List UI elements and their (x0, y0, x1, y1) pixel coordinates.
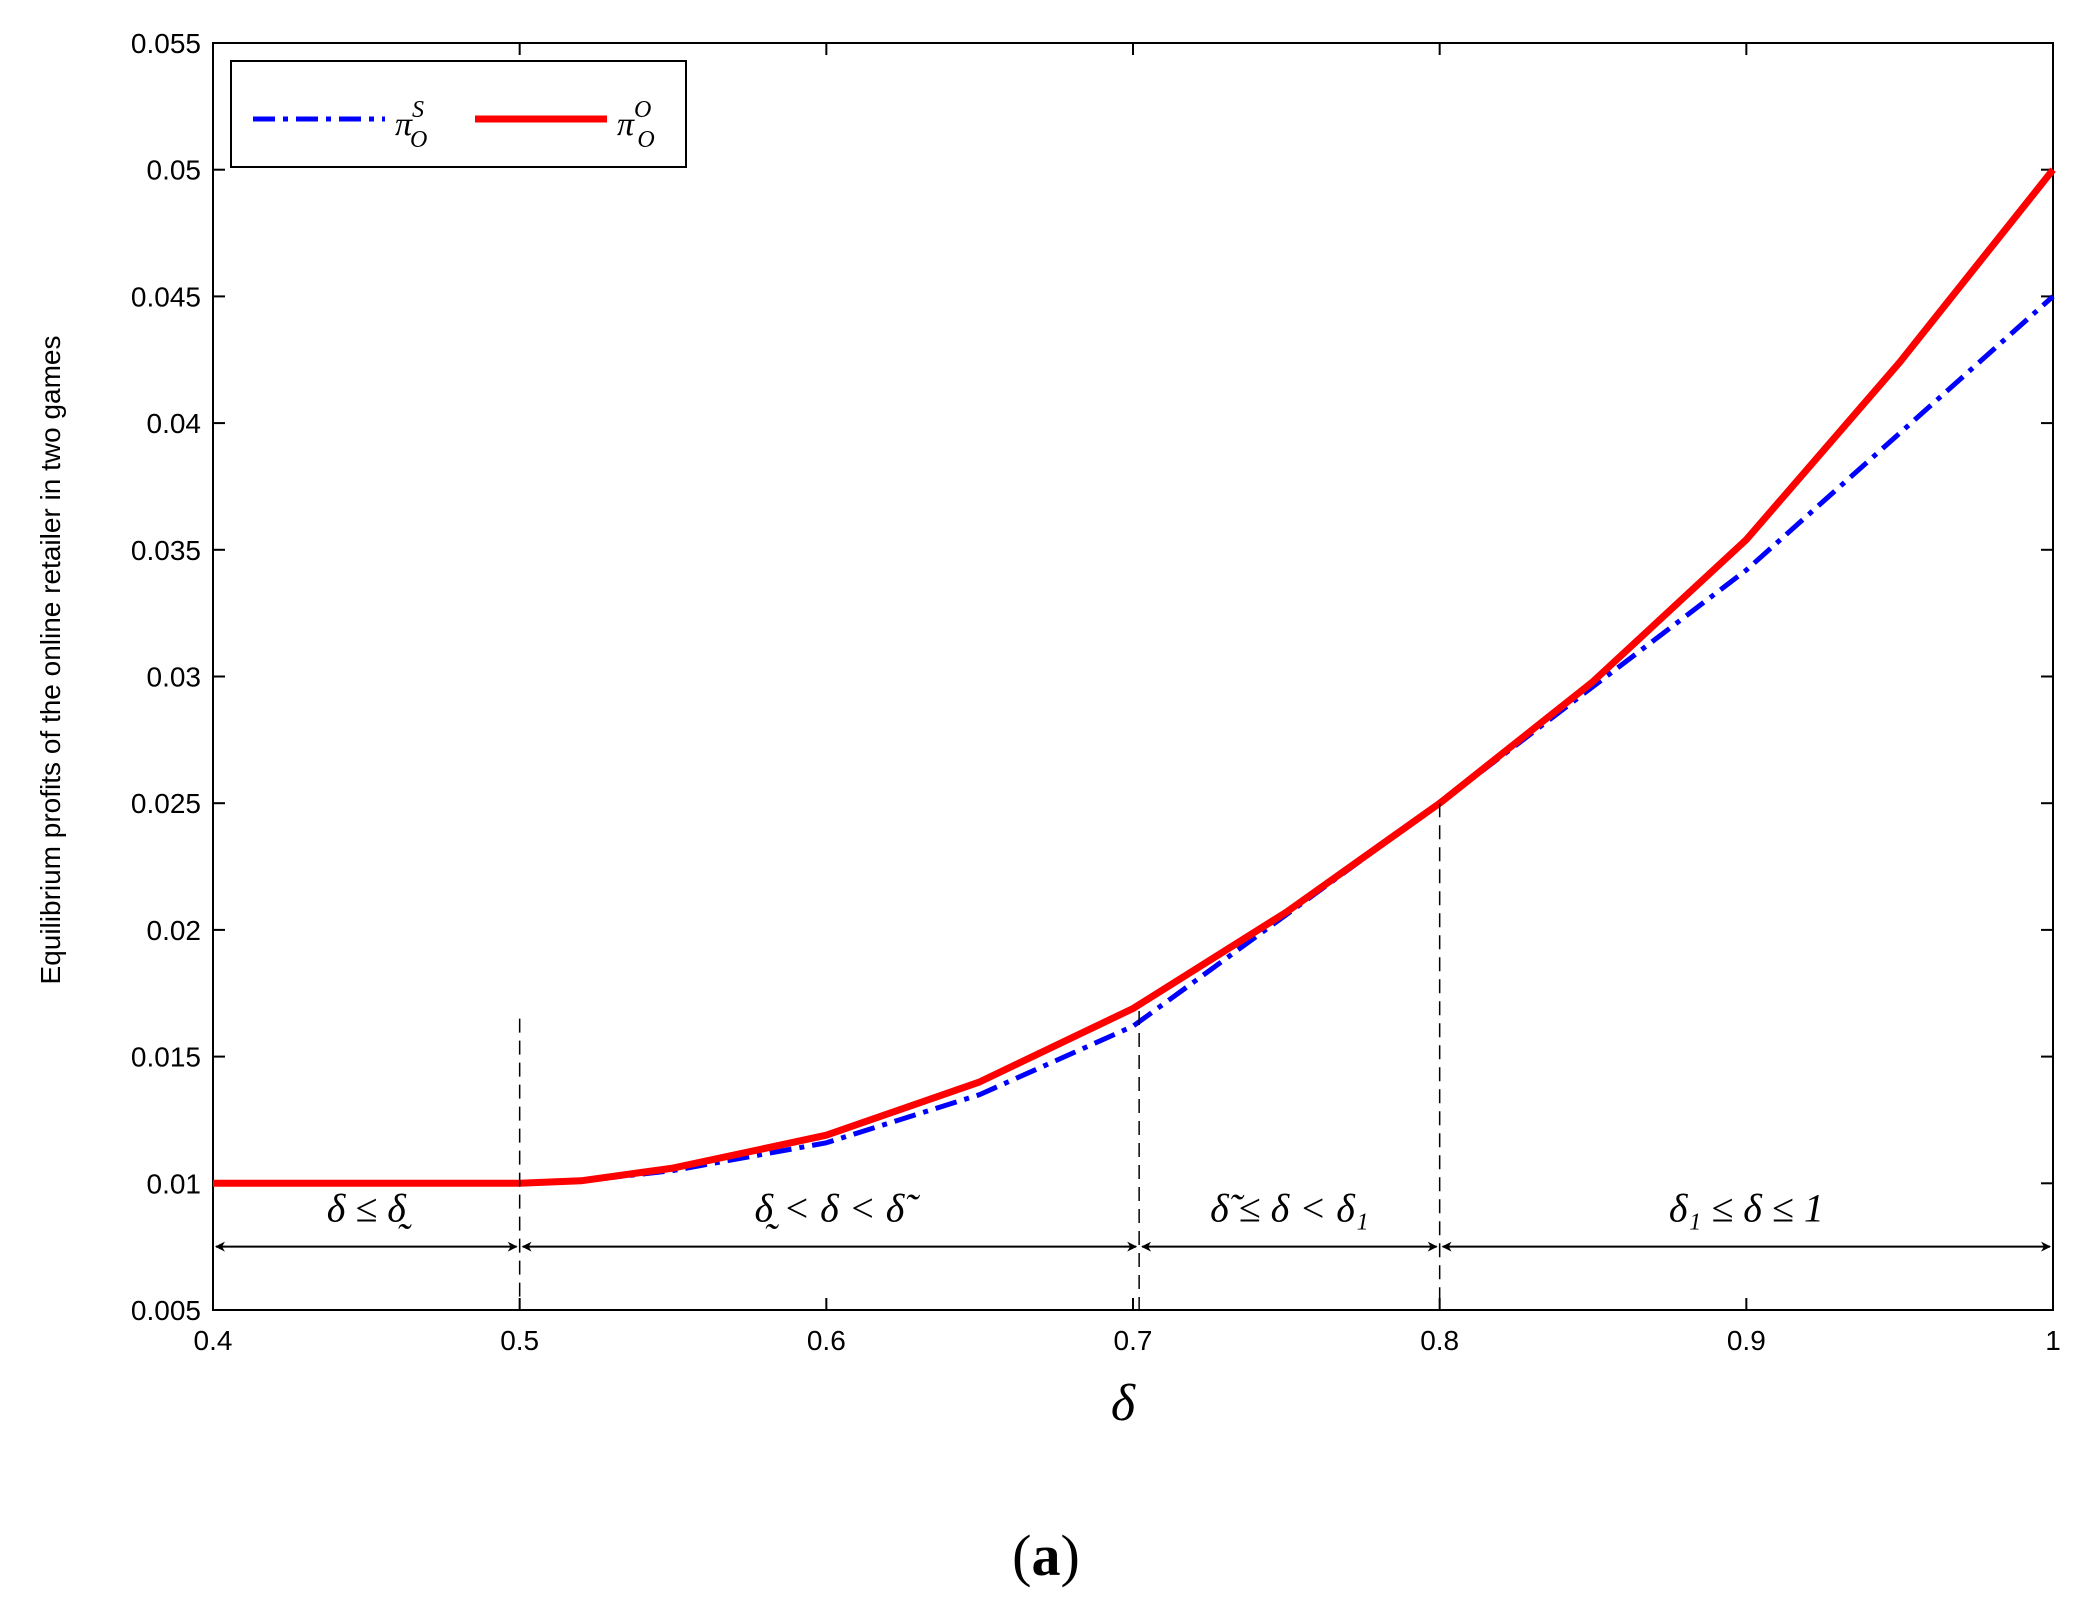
ticks: 0.4 0.5 0.6 0.7 0.8 0.9 1 0.005 0.01 0.015 0.02 0.0… (131, 28, 2061, 1356)
y-tick-label: 0.055 (131, 28, 201, 59)
series-line-0 (213, 294, 2055, 1186)
x-axis-label: δ (1111, 1375, 1136, 1432)
x-tick-label: 1 (2045, 1325, 2061, 1356)
legend-box (230, 60, 687, 168)
region-label: δ ≤ δ̰ (327, 1185, 412, 1230)
y-tick-label: 0.025 (131, 788, 201, 819)
region-label: δ̰ < δ < δ̃ (755, 1185, 921, 1230)
panel-label: (a) (1012, 1523, 1080, 1588)
y-tick-label: 0.005 (131, 1295, 201, 1326)
x-tick-label: 0.5 (500, 1325, 539, 1356)
x-tick-label: 0.9 (1727, 1325, 1766, 1356)
y-tick-label: 0.01 (147, 1168, 202, 1199)
x-tick-label: 0.6 (807, 1325, 846, 1356)
y-tick-label: 0.035 (131, 535, 201, 566)
y-tick-label: 0.05 (147, 155, 202, 186)
series-line-1 (213, 167, 2056, 1187)
region-label: δ₁ ≤ δ ≤ 1 (1669, 1185, 1824, 1230)
series-layer (213, 167, 2056, 1187)
legend-label-1: πO O (617, 97, 655, 153)
panel-label-open: ( (1012, 1523, 1031, 1588)
region-label: δ̃ ≤ δ < δ₁ (1210, 1185, 1369, 1230)
plot-area (212, 42, 2054, 1311)
regions-layer: δ ≤ δ̰ δ̰ < δ < δ̃ δ̃ ≤ δ < δ₁ δ₁ ≤ δ ≤ 1 (215, 803, 2051, 1310)
y-tick-label: 0.045 (131, 281, 201, 312)
y-tick-label: 0.015 (131, 1042, 201, 1073)
y-tick-label: 0.03 (147, 662, 202, 693)
legend: πS O πO O (230, 60, 687, 168)
y-axis-label: Equilibrium profits of the online retail… (35, 336, 66, 985)
legend-label-0: πS O (395, 97, 427, 153)
plot-frame (212, 42, 2054, 1311)
y-tick-label: 0.02 (147, 915, 202, 946)
panel-label-letter: a (1032, 1523, 1061, 1588)
x-tick-label: 0.8 (1420, 1325, 1459, 1356)
x-tick-label: 0.4 (194, 1325, 233, 1356)
y-tick-label: 0.04 (147, 408, 202, 439)
panel-label-close: ) (1061, 1523, 1080, 1588)
x-tick-label: 0.7 (1114, 1325, 1153, 1356)
